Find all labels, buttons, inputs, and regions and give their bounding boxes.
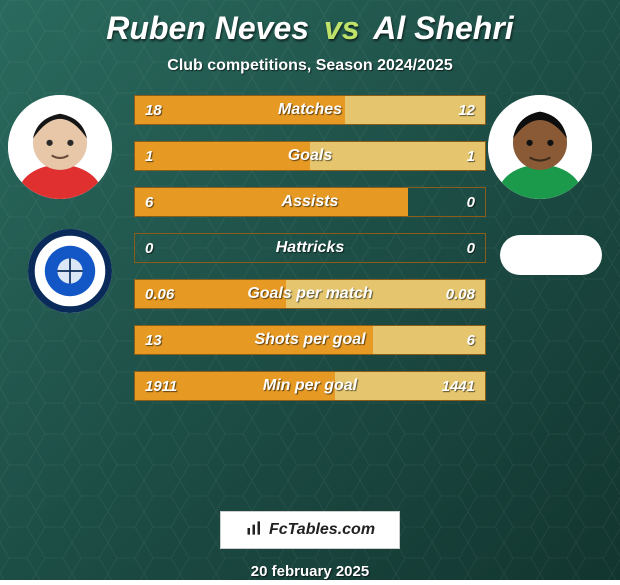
stat-value-left: 0 — [135, 234, 163, 262]
brand-badge: FcTables.com — [220, 511, 400, 549]
date-text: 20 february 2025 — [251, 563, 369, 580]
comparison-title: Ruben Neves vs Al Shehri — [106, 10, 513, 47]
vs-text: vs — [324, 10, 360, 46]
stat-value-left: 6 — [135, 188, 163, 216]
stat-row: Hattricks0 0 — [134, 233, 486, 263]
player2-name: Al Shehri — [373, 10, 513, 46]
stat-bars: Matches1812Goals11Assists60Hattricks00Go… — [134, 95, 486, 401]
stat-value-right: 0.08 — [436, 280, 485, 308]
stat-row: Goals per match0.06 0.08 — [134, 279, 486, 309]
comparison-body: Matches1812Goals11Assists60Hattricks00Go… — [0, 95, 620, 505]
stat-row: Assists6 0 — [134, 187, 486, 217]
stat-value-right: 0 — [457, 234, 485, 262]
player2-avatar — [488, 95, 592, 199]
chart-icon — [245, 518, 265, 543]
stat-label: Matches — [135, 96, 485, 124]
stat-row: Min per goal19111441 — [134, 371, 486, 401]
stat-row: Matches18 12 — [134, 95, 486, 125]
stat-value-right: 0 — [457, 188, 485, 216]
stat-label: Hattricks — [135, 234, 485, 262]
stat-row: Shots per goal13 6 — [134, 325, 486, 355]
stat-value-right: 6 — [457, 326, 485, 354]
stat-value-right: 1 — [457, 142, 485, 170]
player1-avatar — [8, 95, 112, 199]
stat-label: Goals per match — [135, 280, 485, 308]
player1-name: Ruben Neves — [106, 10, 309, 46]
stat-value-left: 0.06 — [135, 280, 184, 308]
stat-label: Assists — [135, 188, 485, 216]
stat-value-right: 12 — [448, 96, 485, 124]
stat-value-left: 1911 — [135, 372, 187, 400]
stat-value-left: 1 — [135, 142, 163, 170]
player1-club-badge — [28, 229, 112, 313]
stat-value-left: 18 — [135, 96, 172, 124]
stat-label: Goals — [135, 142, 485, 170]
stat-value-left: 13 — [135, 326, 172, 354]
stat-label: Shots per goal — [135, 326, 485, 354]
subtitle: Club competitions, Season 2024/2025 — [167, 57, 452, 75]
player2-club-badge — [500, 235, 602, 275]
brand-text: FcTables.com — [269, 521, 375, 539]
stat-row: Goals1 1 — [134, 141, 486, 171]
stat-value-right: 1441 — [432, 372, 485, 400]
